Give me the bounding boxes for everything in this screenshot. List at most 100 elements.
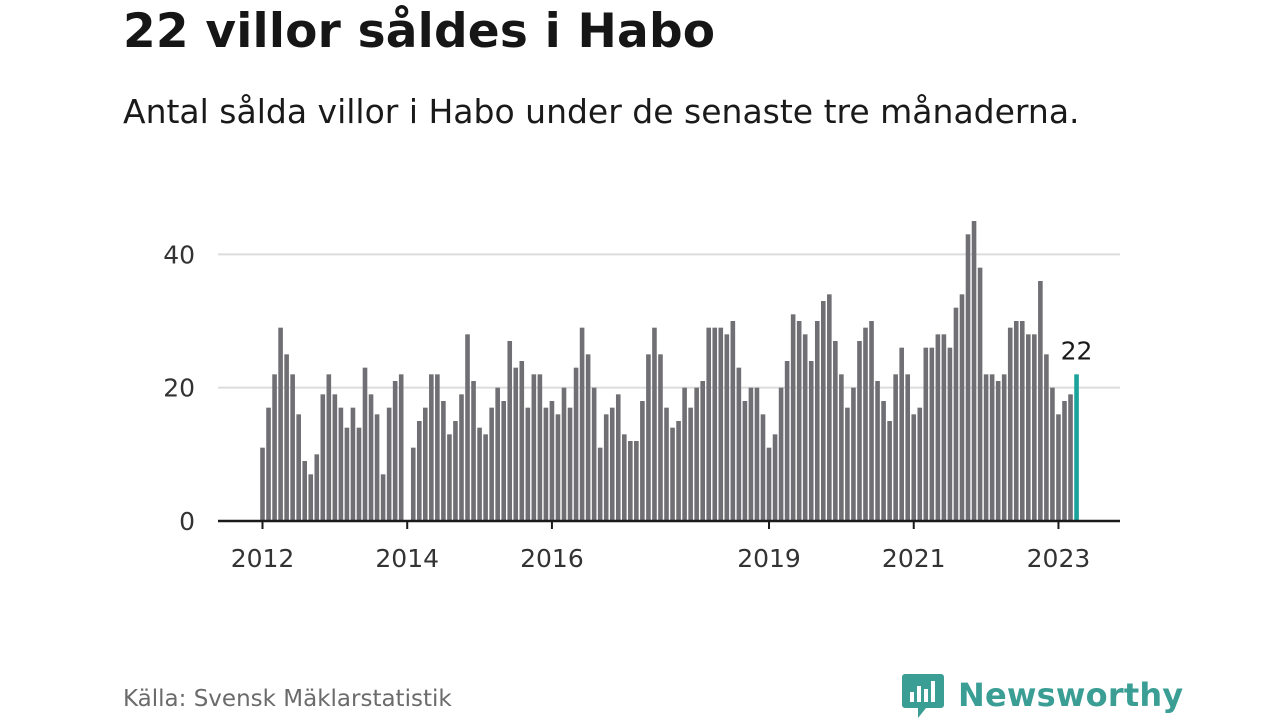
- bar: [971, 221, 977, 521]
- bar: [730, 321, 736, 521]
- bar: [995, 381, 1001, 521]
- bar: [760, 414, 766, 521]
- bar: [1056, 414, 1061, 521]
- bar: [899, 347, 904, 521]
- bar: [881, 401, 886, 521]
- data-label-latest: 22: [1061, 336, 1093, 365]
- bar: [549, 401, 555, 521]
- bar: [622, 434, 627, 521]
- bar: [453, 421, 458, 521]
- bar: [435, 374, 440, 521]
- bar: [356, 427, 362, 521]
- bar: [459, 394, 464, 521]
- bars: [260, 221, 1079, 522]
- x-tick-label: 2023: [1027, 544, 1091, 573]
- x-tick-label: 2016: [520, 544, 584, 573]
- bar: [724, 334, 730, 521]
- bar: [1068, 394, 1073, 521]
- bar: [591, 387, 597, 521]
- bar: [1001, 374, 1007, 521]
- bar: [368, 394, 374, 521]
- bar: [820, 301, 826, 521]
- bar: [736, 367, 742, 521]
- bar: [543, 407, 549, 521]
- bar: [423, 407, 428, 521]
- bar: [1026, 334, 1031, 521]
- bar: [857, 341, 862, 521]
- bar: [308, 474, 314, 521]
- bar: [706, 327, 712, 521]
- bar: [374, 414, 380, 521]
- bar: [845, 407, 850, 521]
- bar: [833, 341, 838, 521]
- bar: [983, 374, 989, 521]
- bar: [959, 294, 965, 521]
- bar: [609, 407, 615, 521]
- bar: [1032, 334, 1037, 521]
- bar: [947, 347, 953, 521]
- bar: [296, 414, 301, 521]
- bar: [501, 401, 506, 521]
- bar: [573, 367, 579, 521]
- bar: [326, 374, 332, 521]
- bar: [531, 374, 537, 521]
- bar: [579, 327, 585, 521]
- bar: [953, 307, 959, 521]
- axis-labels: 0 20 40 22 2012 2014 2016 2019 2021 2023: [163, 240, 1092, 573]
- bar: [628, 441, 633, 521]
- bar: [640, 401, 645, 521]
- bar: [658, 354, 663, 521]
- bar: [929, 347, 935, 521]
- bar: [911, 414, 917, 521]
- bar: [694, 387, 699, 521]
- bar: [284, 354, 289, 521]
- bar: [748, 387, 754, 521]
- bar: [935, 334, 941, 521]
- bar: [615, 394, 621, 521]
- bar: [676, 421, 681, 521]
- axes: [218, 519, 1120, 529]
- bar: [483, 434, 488, 521]
- chart-title: 22 villor såldes i Habo: [123, 4, 716, 59]
- bar: [525, 407, 531, 521]
- bar: [507, 341, 513, 521]
- y-tick-label: 0: [179, 507, 195, 536]
- bar: [905, 374, 911, 521]
- bar: [398, 374, 404, 521]
- bar: [410, 447, 416, 521]
- bar: [1050, 387, 1055, 521]
- bar: [875, 381, 880, 521]
- bar: [471, 381, 476, 521]
- x-tick-label: 2021: [882, 544, 946, 573]
- bar: [320, 394, 326, 521]
- bar: [344, 427, 350, 521]
- bar: [567, 407, 573, 521]
- bar: [766, 447, 772, 521]
- bar: [1013, 321, 1019, 521]
- bar: [712, 327, 718, 521]
- bar: [429, 374, 434, 521]
- bar: [519, 361, 525, 521]
- bar: [260, 447, 265, 521]
- bar: [350, 407, 356, 521]
- bar: [1038, 281, 1043, 521]
- bar: [332, 394, 338, 521]
- bar: [416, 421, 422, 521]
- bar: [495, 387, 500, 521]
- bar: [392, 381, 398, 521]
- bar: [754, 387, 760, 521]
- bar: [597, 447, 603, 521]
- bar: [537, 374, 543, 521]
- bar: [989, 374, 995, 521]
- bar: [917, 407, 923, 521]
- bar: [923, 347, 929, 521]
- bar-highlight: [1074, 374, 1079, 521]
- bar: [338, 407, 344, 521]
- bar: [477, 427, 482, 521]
- bar: [441, 401, 446, 521]
- bar: [278, 327, 283, 521]
- x-tick-label: 2014: [375, 544, 439, 573]
- bar: [634, 441, 639, 521]
- bar: [863, 327, 868, 521]
